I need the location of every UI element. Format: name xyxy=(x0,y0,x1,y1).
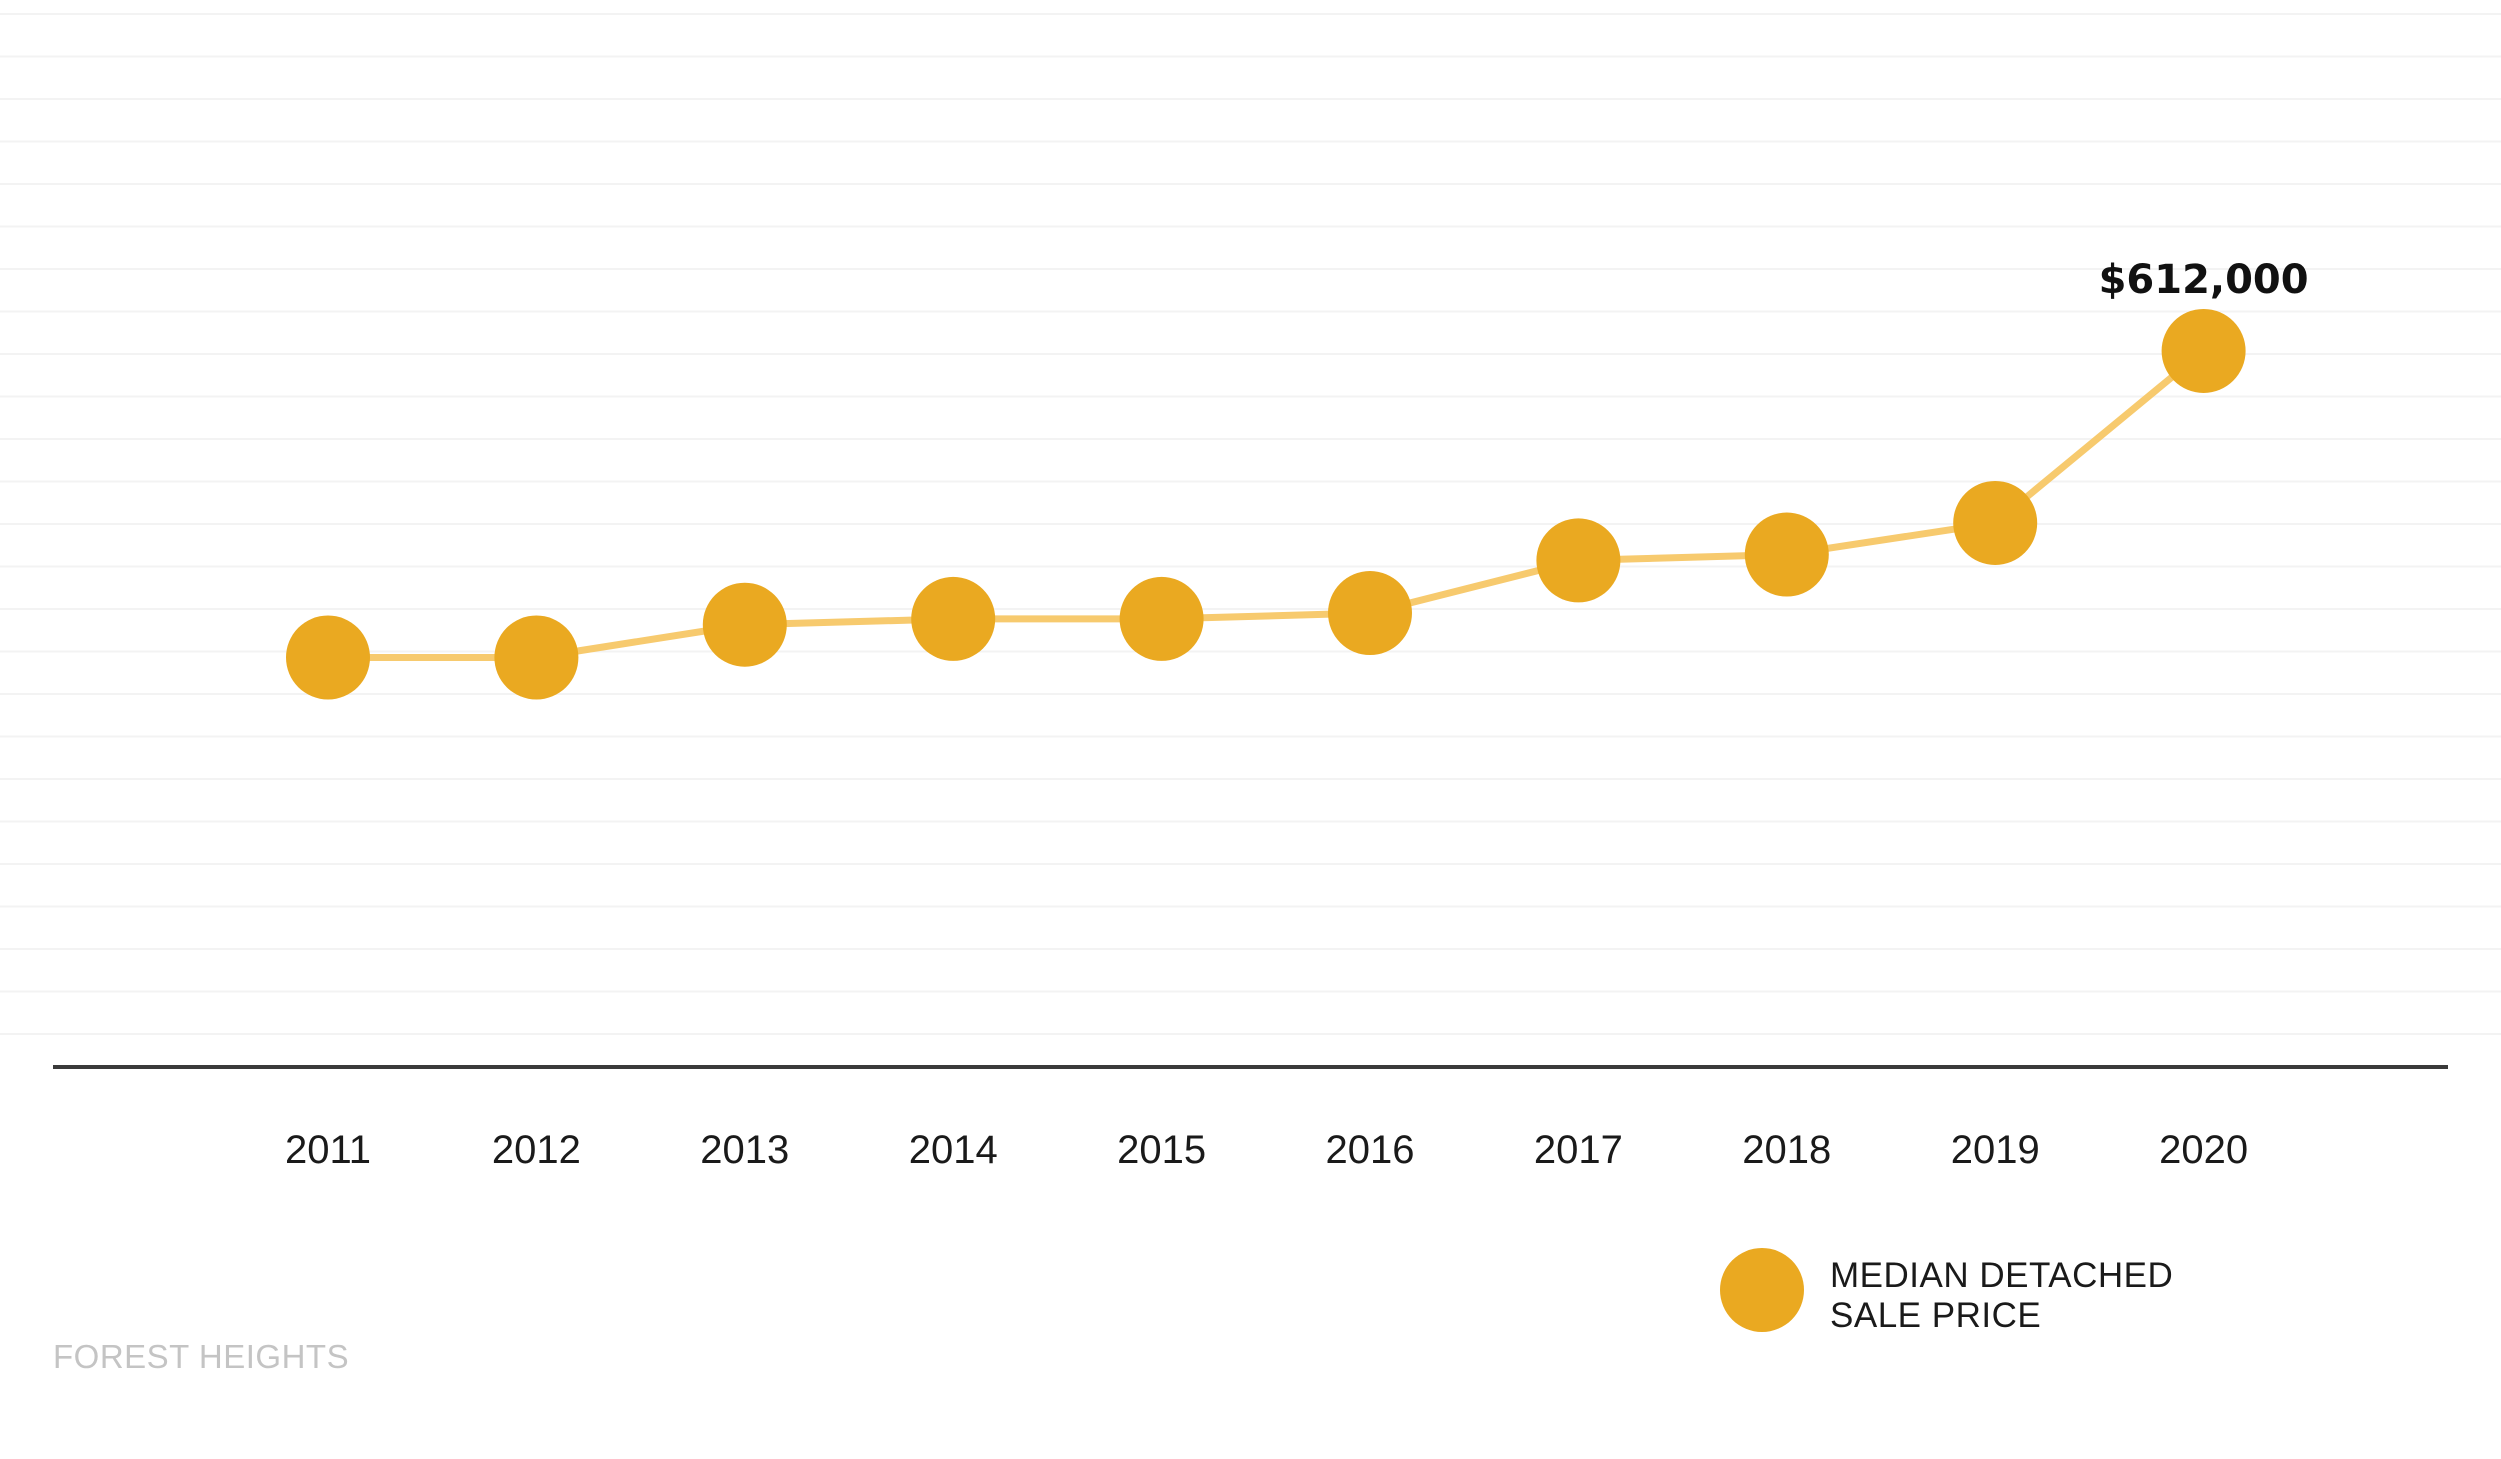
x-tick-label-2012: 2012 xyxy=(492,1128,581,1172)
x-tick-label-2013: 2013 xyxy=(700,1128,789,1172)
x-tick-label-2014: 2014 xyxy=(909,1128,998,1172)
data-point-2017 xyxy=(1536,518,1621,603)
data-label-2020: $612,000 xyxy=(2099,257,2309,303)
data-point-2016 xyxy=(1328,571,1412,656)
data-point-2014 xyxy=(911,576,996,661)
x-tick-label-2011: 2011 xyxy=(285,1128,371,1172)
data-point-2012 xyxy=(494,615,579,700)
x-tick-label-2016: 2016 xyxy=(1326,1128,1415,1172)
x-axis-ticks: 2011 2012 2013 2014 2015 2016 2017 2018 2019 2020 xyxy=(285,1128,2248,1172)
legend-swatch xyxy=(1720,1248,1804,1332)
x-tick-label-2019: 2019 xyxy=(1951,1128,2040,1172)
data-point-2018 xyxy=(1744,512,1829,597)
data-points xyxy=(286,308,2246,700)
x-tick-label-2015: 2015 xyxy=(1117,1128,1206,1172)
data-point-2015 xyxy=(1119,576,1204,661)
gridlines xyxy=(0,13,2501,1035)
series-line xyxy=(328,348,2206,661)
data-point-2020 xyxy=(2161,308,2246,393)
legend: MEDIAN DETACHED SALE PRICE xyxy=(1720,1248,2173,1335)
x-tick-label-2018: 2018 xyxy=(1742,1128,1831,1172)
x-tick-label-2017: 2017 xyxy=(1534,1128,1623,1172)
footer-label: FOREST HEIGHTS xyxy=(53,1338,349,1375)
series-line-group xyxy=(328,348,2206,661)
data-point-2013 xyxy=(702,582,787,667)
legend-label-line2: SALE PRICE xyxy=(1830,1296,2041,1335)
annotations: $612,000 xyxy=(2099,257,2309,303)
legend-label-line1: MEDIAN DETACHED xyxy=(1830,1256,2173,1295)
data-point-2011 xyxy=(286,615,370,700)
x-tick-label-2020: 2020 xyxy=(2159,1128,2248,1172)
data-point-2019 xyxy=(1953,480,2038,565)
